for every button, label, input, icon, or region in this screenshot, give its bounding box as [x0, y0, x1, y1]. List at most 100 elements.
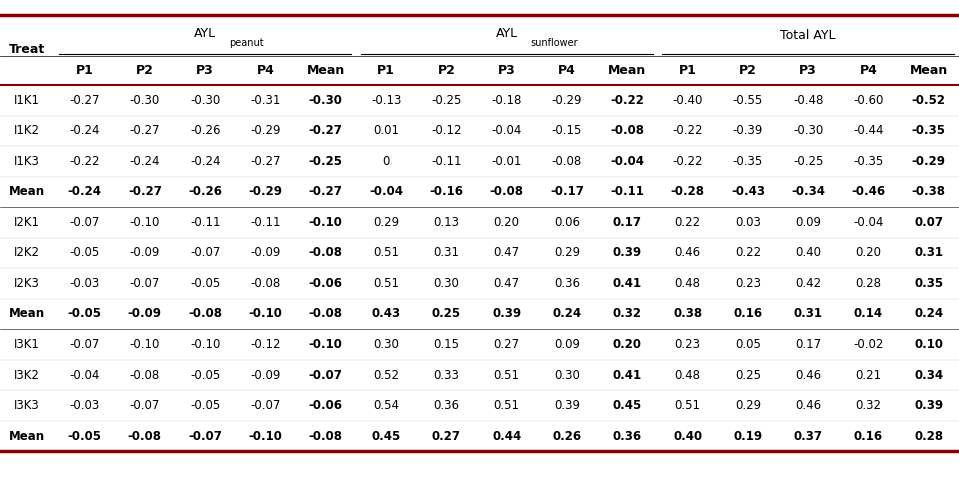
- Text: -0.10: -0.10: [129, 216, 160, 229]
- Text: P3: P3: [800, 64, 817, 77]
- Text: -0.08: -0.08: [129, 369, 160, 381]
- Text: 0.15: 0.15: [433, 338, 459, 351]
- Text: -0.11: -0.11: [190, 216, 221, 229]
- Text: -0.05: -0.05: [190, 399, 221, 412]
- Text: -0.05: -0.05: [190, 277, 221, 290]
- Text: I2K1: I2K1: [14, 216, 40, 229]
- Text: 0.39: 0.39: [613, 247, 642, 259]
- Text: P4: P4: [256, 64, 274, 77]
- Text: 0.40: 0.40: [795, 247, 821, 259]
- Text: -0.24: -0.24: [69, 124, 100, 137]
- Text: -0.27: -0.27: [69, 94, 100, 107]
- Text: -0.10: -0.10: [248, 430, 282, 442]
- Text: Mean: Mean: [910, 64, 947, 77]
- Text: I1K2: I1K2: [14, 124, 40, 137]
- Text: -0.04: -0.04: [854, 216, 884, 229]
- Text: 0.29: 0.29: [373, 216, 399, 229]
- Text: 0.46: 0.46: [795, 399, 821, 412]
- Text: -0.29: -0.29: [551, 94, 582, 107]
- Text: -0.07: -0.07: [250, 399, 281, 412]
- Text: -0.35: -0.35: [733, 155, 763, 168]
- Text: AYL: AYL: [496, 26, 518, 40]
- Text: P2: P2: [136, 64, 153, 77]
- Text: 0.32: 0.32: [613, 308, 642, 320]
- Text: -0.11: -0.11: [250, 216, 281, 229]
- Text: -0.07: -0.07: [188, 430, 222, 442]
- Text: -0.06: -0.06: [309, 277, 342, 290]
- Text: -0.34: -0.34: [791, 186, 826, 198]
- Text: 0.30: 0.30: [373, 338, 399, 351]
- Text: -0.38: -0.38: [912, 186, 946, 198]
- Text: -0.05: -0.05: [69, 247, 100, 259]
- Text: 0.01: 0.01: [373, 124, 399, 137]
- Text: -0.27: -0.27: [129, 124, 160, 137]
- Text: 0.35: 0.35: [914, 277, 944, 290]
- Text: 0.19: 0.19: [734, 430, 762, 442]
- Text: -0.10: -0.10: [309, 338, 342, 351]
- Text: P3: P3: [498, 64, 516, 77]
- Text: -0.25: -0.25: [309, 155, 342, 168]
- Text: 0.20: 0.20: [855, 247, 881, 259]
- Text: -0.09: -0.09: [250, 369, 281, 381]
- Text: -0.05: -0.05: [67, 430, 102, 442]
- Text: -0.55: -0.55: [733, 94, 763, 107]
- Text: 0.39: 0.39: [554, 399, 580, 412]
- Text: Treat: Treat: [9, 44, 45, 57]
- Text: -0.60: -0.60: [854, 94, 884, 107]
- Text: 0.29: 0.29: [554, 247, 580, 259]
- Text: P2: P2: [437, 64, 456, 77]
- Text: -0.12: -0.12: [432, 124, 461, 137]
- Text: 0.28: 0.28: [855, 277, 881, 290]
- Text: 0: 0: [383, 155, 389, 168]
- Text: 0.51: 0.51: [373, 247, 399, 259]
- Text: -0.03: -0.03: [69, 399, 100, 412]
- Text: -0.29: -0.29: [912, 155, 946, 168]
- Text: 0.46: 0.46: [795, 369, 821, 381]
- Text: -0.27: -0.27: [128, 186, 162, 198]
- Text: -0.08: -0.08: [490, 186, 524, 198]
- Text: P4: P4: [859, 64, 877, 77]
- Text: 0.30: 0.30: [554, 369, 580, 381]
- Text: 0.48: 0.48: [674, 277, 701, 290]
- Text: -0.08: -0.08: [610, 124, 644, 137]
- Text: 0.24: 0.24: [914, 308, 944, 320]
- Text: Total AYL: Total AYL: [781, 29, 836, 42]
- Text: 0.40: 0.40: [673, 430, 702, 442]
- Text: peanut: peanut: [229, 38, 264, 48]
- Text: 0.43: 0.43: [371, 308, 401, 320]
- Text: 0.47: 0.47: [494, 247, 520, 259]
- Text: 0.16: 0.16: [734, 308, 762, 320]
- Text: -0.22: -0.22: [610, 94, 644, 107]
- Text: -0.02: -0.02: [854, 338, 884, 351]
- Text: 0.31: 0.31: [433, 247, 459, 259]
- Text: -0.10: -0.10: [129, 338, 160, 351]
- Text: 0.05: 0.05: [735, 338, 760, 351]
- Text: P4: P4: [558, 64, 576, 77]
- Text: -0.10: -0.10: [190, 338, 221, 351]
- Text: -0.29: -0.29: [248, 186, 283, 198]
- Text: -0.35: -0.35: [912, 124, 946, 137]
- Text: -0.08: -0.08: [309, 430, 342, 442]
- Text: 0.36: 0.36: [613, 430, 642, 442]
- Text: -0.24: -0.24: [190, 155, 221, 168]
- Text: 0.32: 0.32: [855, 399, 881, 412]
- Text: 0.42: 0.42: [795, 277, 821, 290]
- Text: 0.28: 0.28: [914, 430, 944, 442]
- Text: -0.44: -0.44: [854, 124, 884, 137]
- Text: -0.27: -0.27: [250, 155, 281, 168]
- Text: -0.12: -0.12: [250, 338, 281, 351]
- Text: -0.07: -0.07: [129, 277, 160, 290]
- Text: -0.48: -0.48: [793, 94, 824, 107]
- Text: -0.10: -0.10: [248, 308, 282, 320]
- Text: 0.27: 0.27: [432, 430, 461, 442]
- Text: Mean: Mean: [307, 64, 345, 77]
- Text: 0.34: 0.34: [914, 369, 944, 381]
- Text: -0.04: -0.04: [610, 155, 644, 168]
- Text: I3K3: I3K3: [14, 399, 40, 412]
- Text: 0.51: 0.51: [494, 369, 520, 381]
- Text: 0.39: 0.39: [914, 399, 944, 412]
- Text: I1K3: I1K3: [14, 155, 40, 168]
- Text: 0.26: 0.26: [552, 430, 581, 442]
- Text: -0.01: -0.01: [492, 155, 522, 168]
- Text: 0.51: 0.51: [373, 277, 399, 290]
